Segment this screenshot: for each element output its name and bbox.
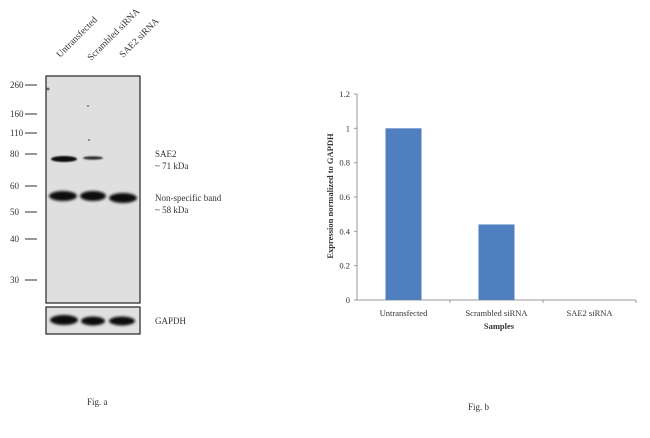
y-tick-label: 0.8 [339,158,350,168]
marker-60: 60 [10,181,20,191]
band-gapdh-sae2-sirna [109,316,135,326]
bar [385,128,422,300]
y-ticks: 0 0.2 0.4 0.6 0.8 1 1.2 [339,89,357,305]
marker-110: 110 [10,128,24,138]
bars [385,128,515,300]
marker-ladder: 260 160 110 80 60 50 40 30 [10,80,37,285]
y-tick-label: 0.2 [339,261,350,271]
x-axis-label: Samples [484,321,515,331]
annotation-gapdh: GAPDH [155,316,187,326]
annotation-nonspecific-size: ~ 58 kDa [155,205,188,215]
y-tick-label: 0.4 [339,226,350,236]
marker-40: 40 [10,234,20,244]
caption-fig-b: Fig. b [468,402,490,412]
band-sae2-untransfected [51,156,77,162]
band-sae2-scrambled [83,156,103,160]
band-nonspecific-scrambled [80,191,106,201]
western-blot-panel: Untransfected Scrambled siRNA SAE2 siRNA… [10,7,222,407]
annotation-nonspecific: Non-specific band [155,193,222,203]
marker-260: 260 [10,80,24,90]
bar [478,224,515,300]
marker-50: 50 [10,207,20,217]
y-tick-label: 1 [346,123,350,133]
band-gapdh-scrambled [81,316,105,326]
annotation-sae2-size: ~ 71 kDa [155,161,188,171]
y-axis-label: Expression normalized to GAPDH [325,133,335,259]
band-nonspecific-untransfected [49,191,77,201]
bar-chart: 0 0.2 0.4 0.6 0.8 1 1.2 Untransfected Scrambled… [325,89,637,331]
blot-bands [46,87,137,203]
caption-fig-a: Fig. a [87,397,108,407]
band-nonspecific-sae2-sirna [109,193,137,203]
y-tick-label: 1.2 [339,89,350,99]
y-tick-label: 0.6 [339,192,350,202]
marker-160: 160 [10,109,24,119]
annotation-sae2: SAE2 [155,149,177,159]
x-tick-label: Scrambled siRNA [465,308,528,318]
blot-membrane-shading [47,77,139,302]
x-tick-label: Untransfected [380,308,428,318]
band-gapdh-untransfected [50,315,78,325]
x-ticks: Untransfected Scrambled siRNA SAE2 siRNA [380,300,637,318]
marker-30: 30 [10,275,20,285]
marker-80: 80 [10,149,20,159]
x-tick-label: SAE2 siRNA [566,308,613,318]
y-tick-label: 0 [346,295,350,305]
lane-label-scrambled: Scrambled siRNA [86,7,142,63]
